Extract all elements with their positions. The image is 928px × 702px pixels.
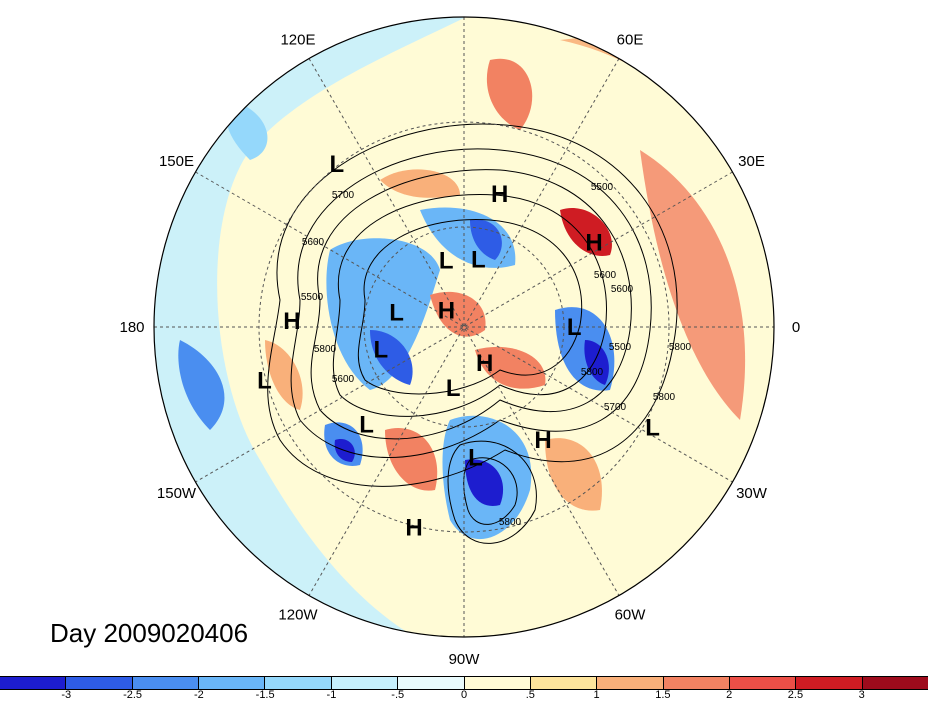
colorbar-tick-label: -2.5 bbox=[123, 689, 143, 701]
colorbar-tick-label: 3 bbox=[858, 689, 865, 701]
colorbar-segment bbox=[530, 677, 598, 689]
colorbar-segment bbox=[331, 677, 399, 689]
colorbar-tick-label: .5 bbox=[525, 689, 535, 701]
longitude-labels: 90E 60E 30E 0 30W 60W 90W 120W 150W 180 150E 120E bbox=[119, 0, 800, 668]
colorbar-segment bbox=[597, 677, 664, 689]
contour-value-label: 5800 bbox=[581, 367, 604, 378]
contour-value-label: 5500 bbox=[591, 182, 614, 193]
colorbar-tick-label: -3 bbox=[61, 689, 72, 701]
colorbar-segment bbox=[66, 677, 133, 689]
colorbar-tick-label: 1.5 bbox=[655, 689, 671, 701]
contour-value-label: 5800 bbox=[314, 344, 337, 355]
map-boundary bbox=[153, 16, 775, 638]
colorbar-segment bbox=[729, 677, 797, 689]
colorbar-tick-label: -1.5 bbox=[255, 689, 275, 701]
low-pressure-label: L bbox=[389, 300, 404, 327]
lon-label-90e: 90E bbox=[451, 0, 478, 4]
colorbar-tick-label: 1 bbox=[593, 689, 600, 701]
colorbar-tick-label: 2.5 bbox=[787, 689, 804, 701]
contour-value-label: 5800 bbox=[653, 392, 676, 403]
colorbar-segment bbox=[796, 677, 863, 689]
low-pressure-label: L bbox=[471, 247, 486, 274]
high-pressure-label: H bbox=[491, 181, 508, 208]
graticule bbox=[154, 17, 774, 637]
lon-label-30w: 30W bbox=[736, 485, 768, 502]
low-pressure-label: L bbox=[257, 368, 272, 395]
high-pressure-label: H bbox=[534, 427, 551, 454]
lon-label-120w: 120W bbox=[278, 607, 318, 624]
contour-value-label: 5700 bbox=[332, 190, 355, 201]
contour-value-label: 5800 bbox=[669, 342, 692, 353]
colorbar-tick-label: -1 bbox=[326, 689, 337, 701]
colorbar-tick-label: 0 bbox=[460, 689, 468, 701]
height-contours bbox=[267, 123, 678, 544]
colorbar-tick-label: -.5 bbox=[391, 689, 405, 701]
low-pressure-label: L bbox=[329, 151, 344, 178]
polar-map: 90E 60E 30E 0 30W 60W 90W 120W 150W 180 150E 120E H… bbox=[119, 0, 800, 668]
low-pressure-label: L bbox=[567, 314, 582, 341]
contour-value-label: 5700 bbox=[604, 402, 627, 413]
colorbar-tick-labels: -3 -2.5 -2 -1.5 -1 -.5 0 .5 1 1.5 2 2.5 3 bbox=[0, 689, 928, 702]
contour-value-label: 5500 bbox=[301, 292, 324, 303]
colorbar-segment bbox=[199, 677, 266, 689]
low-pressure-label: L bbox=[359, 411, 374, 438]
high-pressure-label: H bbox=[438, 298, 455, 325]
colorbar-segment bbox=[265, 677, 332, 689]
high-pressure-label: H bbox=[405, 515, 422, 542]
lon-label-30e: 30E bbox=[738, 153, 765, 170]
low-pressure-label: L bbox=[373, 336, 388, 363]
lon-label-120e: 120E bbox=[280, 32, 315, 49]
high-pressure-label: H bbox=[283, 308, 300, 335]
contour-value-label: 5600 bbox=[302, 237, 325, 248]
contour-labels: 5700 5600 5500 5800 5600 5500 5600 5800 5700 5800… bbox=[301, 182, 692, 528]
contour-value-label: 5800 bbox=[499, 517, 522, 528]
colorbar-segment bbox=[464, 677, 531, 689]
high-pressure-label: H bbox=[476, 350, 493, 377]
lon-label-0: 0 bbox=[792, 319, 800, 336]
colorbar-segment bbox=[862, 677, 928, 689]
colorbar-segment bbox=[398, 677, 465, 689]
lon-label-150w: 150W bbox=[157, 485, 197, 502]
day-label: Day 2009020406 bbox=[50, 618, 249, 648]
high-pressure-label: H bbox=[585, 230, 602, 257]
low-pressure-label: L bbox=[645, 414, 660, 441]
contour-value-label: 5600 bbox=[611, 284, 634, 295]
colorbar bbox=[0, 676, 928, 690]
colorbar-segment bbox=[132, 677, 200, 689]
lon-label-180: 180 bbox=[119, 319, 144, 336]
colorbar-tick-label: -2 bbox=[193, 689, 204, 701]
low-pressure-label: L bbox=[439, 248, 454, 275]
contour-value-label: 5600 bbox=[332, 374, 355, 385]
colorbar-segment bbox=[0, 677, 67, 689]
contour-value-label: 5500 bbox=[609, 342, 632, 353]
low-pressure-label: L bbox=[446, 375, 461, 402]
lon-label-90w: 90W bbox=[449, 651, 481, 668]
lon-label-150e: 150E bbox=[159, 153, 194, 170]
colorbar-tick-label: 2 bbox=[726, 689, 733, 701]
contour-value-label: 5600 bbox=[594, 270, 617, 281]
low-pressure-label: L bbox=[468, 444, 483, 471]
colorbar-segment bbox=[663, 677, 730, 689]
lon-label-60w: 60W bbox=[615, 607, 647, 624]
lon-label-60e: 60E bbox=[617, 32, 644, 49]
